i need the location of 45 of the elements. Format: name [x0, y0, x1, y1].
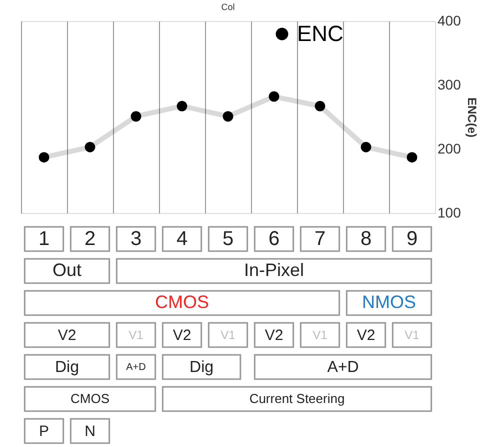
y-tick-label: 400 [438, 12, 462, 28]
point [130, 111, 142, 122]
text: Out [52, 260, 82, 280]
x-tick-label: 8 [360, 228, 372, 250]
x-tick-label: 1 [38, 228, 50, 250]
text: N [84, 423, 96, 440]
text: Current Steering [249, 391, 345, 406]
text: V2 [58, 327, 76, 344]
text: V2 [264, 327, 284, 344]
text: A+D [126, 362, 146, 373]
x-tick-label: 6 [268, 228, 280, 250]
point [360, 142, 372, 152]
x-tick-label: 5 [222, 228, 234, 250]
point [38, 152, 50, 163]
x-tick-label: 3 [130, 228, 142, 250]
point [268, 91, 280, 102]
point [406, 152, 418, 163]
point [84, 142, 96, 152]
x-tick-label: 4 [176, 228, 188, 250]
text: In-Pixel [244, 260, 304, 280]
text: V1 [220, 328, 236, 342]
text: NMOS [362, 292, 416, 312]
text: CMOS [155, 292, 209, 312]
point [176, 100, 188, 112]
x-tick-label: 2 [84, 228, 96, 250]
legend-label: ENC [297, 21, 344, 46]
y-tick-label: 100 [438, 204, 462, 220]
text: Dig [190, 359, 214, 376]
text: V1 [128, 328, 144, 342]
text: V2 [356, 327, 376, 344]
y-tick-label: 200 [438, 140, 462, 156]
chart-title: Col [221, 2, 235, 12]
point [314, 100, 326, 112]
text: A+D [327, 359, 359, 376]
text: V1 [312, 328, 328, 342]
y-axis-title: ENC(e) [464, 97, 479, 138]
x-tick-label: 9 [406, 228, 418, 250]
point [222, 111, 234, 122]
text: V2 [172, 327, 192, 344]
x-tick-label: 7 [314, 228, 326, 250]
y-tick-label: 300 [438, 76, 462, 92]
text: V1 [404, 328, 420, 342]
text: Dig [54, 359, 80, 376]
text: CMOS [70, 391, 110, 406]
text: P [38, 423, 50, 440]
